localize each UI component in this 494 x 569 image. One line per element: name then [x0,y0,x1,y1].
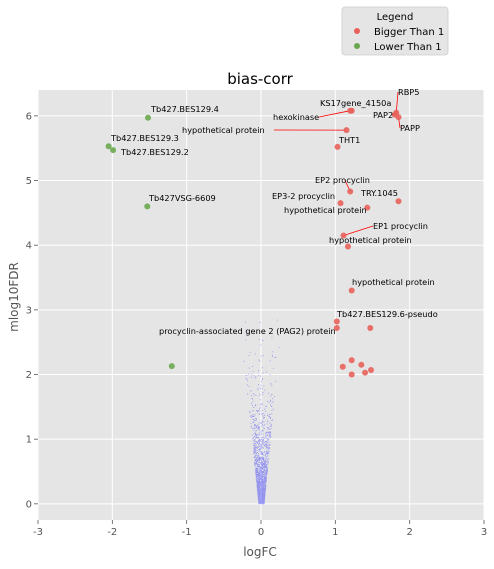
y-tick-label: 3 [26,305,32,316]
data-point [144,203,150,209]
legend-title: Legend [377,12,414,23]
legend-marker-lower [354,43,360,49]
data-point [368,367,374,373]
point-label: EP1 procyclin [373,221,428,231]
x-tick-label: -1 [182,527,192,538]
y-tick-label: 6 [26,111,32,122]
data-point [347,189,353,195]
point-label: PAP2 [373,110,393,120]
legend-label-lower: Lower Than 1 [374,42,442,53]
point-label: Tb427.BES129.3 [110,133,179,143]
legend: Legend Bigger Than 1 Lower Than 1 [342,7,448,55]
point-label: hypothetical protein [352,277,435,287]
data-point [362,370,368,376]
point-label: hypothetical protein [182,125,265,135]
point-label: Tb427.BES129.4 [150,104,219,114]
x-axis-label: logFC [243,545,277,559]
legend-label-bigger: Bigger Than 1 [374,27,444,38]
data-point [396,114,402,120]
point-label: hexokinase [273,112,319,122]
data-point [334,318,340,324]
data-point [367,325,373,331]
y-tick-label: 5 [26,176,32,187]
data-point [110,147,116,153]
data-point [169,363,175,369]
point-label: KS17gene_4150a [320,98,391,108]
chart-title: bias-corr [227,70,293,88]
point-label: Tb427.BES129.6-pseudo [336,309,438,319]
data-point [340,364,346,370]
point-label: THT1 [338,135,360,145]
data-point [349,287,355,293]
data-point [145,115,151,121]
point-label: procyclin-associated gene 2 (PAG2) prote… [159,326,336,336]
point-label: PAPP [400,123,420,133]
x-tick-label: 0 [258,527,264,538]
point-label: EP2 procyclin [315,175,370,185]
data-point [396,198,402,204]
point-label: Tb427VSG-6609 [148,193,216,203]
y-tick-label: 2 [26,370,32,381]
x-tick-label: 3 [481,527,487,538]
data-point [343,127,349,133]
point-label: RBP5 [398,87,419,97]
point-label: EP3-2 procyclin [272,191,335,201]
x-tick-label: 2 [406,527,412,538]
y-tick-label: 4 [26,241,32,252]
y-tick-label: 1 [26,435,32,446]
legend-marker-bigger [354,28,360,34]
data-point [349,357,355,363]
y-tick-label: 0 [26,499,32,510]
data-point [358,362,364,368]
data-point [349,372,355,378]
x-tick-label: 1 [332,527,338,538]
x-tick-label: -2 [107,527,117,538]
point-label: TRY.1045 [360,188,398,198]
data-point [347,108,353,114]
point-label: hypothetical protein [284,205,367,215]
x-tick-label: -3 [33,527,43,538]
y-axis-label: mlog10FDR [7,262,21,332]
point-label: Tb427.BES129.2 [120,147,189,157]
point-label: hypothetical protein [329,235,412,245]
